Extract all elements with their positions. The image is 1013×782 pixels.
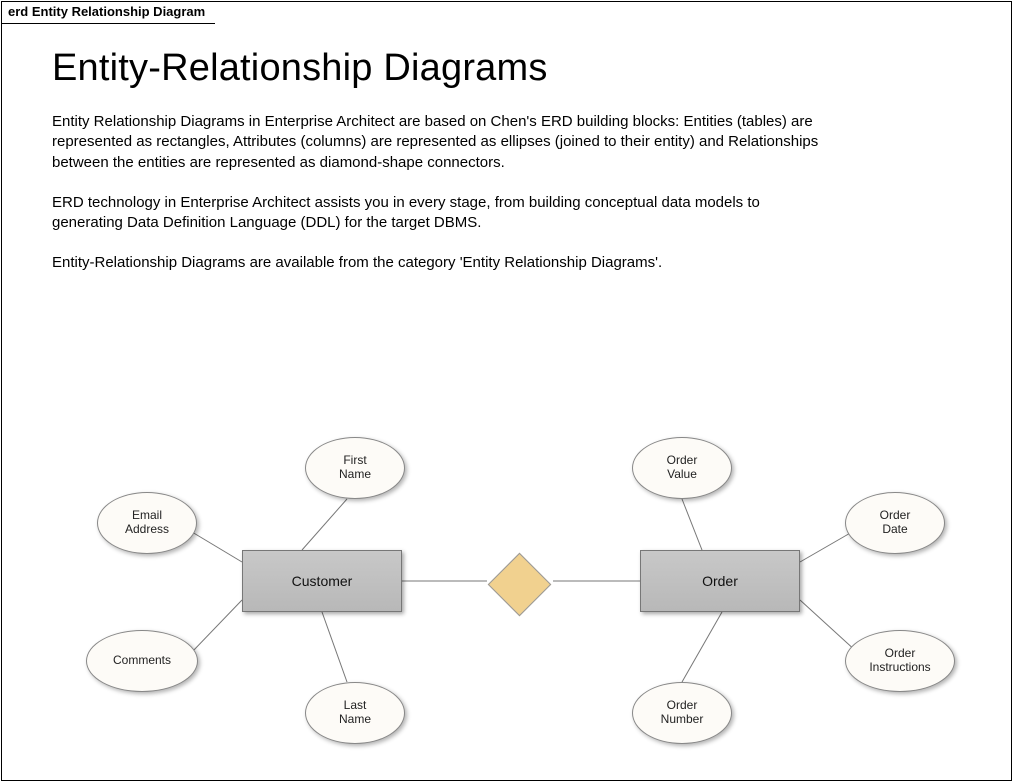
diagram-frame: erd Entity Relationship Diagram Entity-R… — [1, 1, 1012, 781]
erd-edges — [2, 2, 1013, 782]
